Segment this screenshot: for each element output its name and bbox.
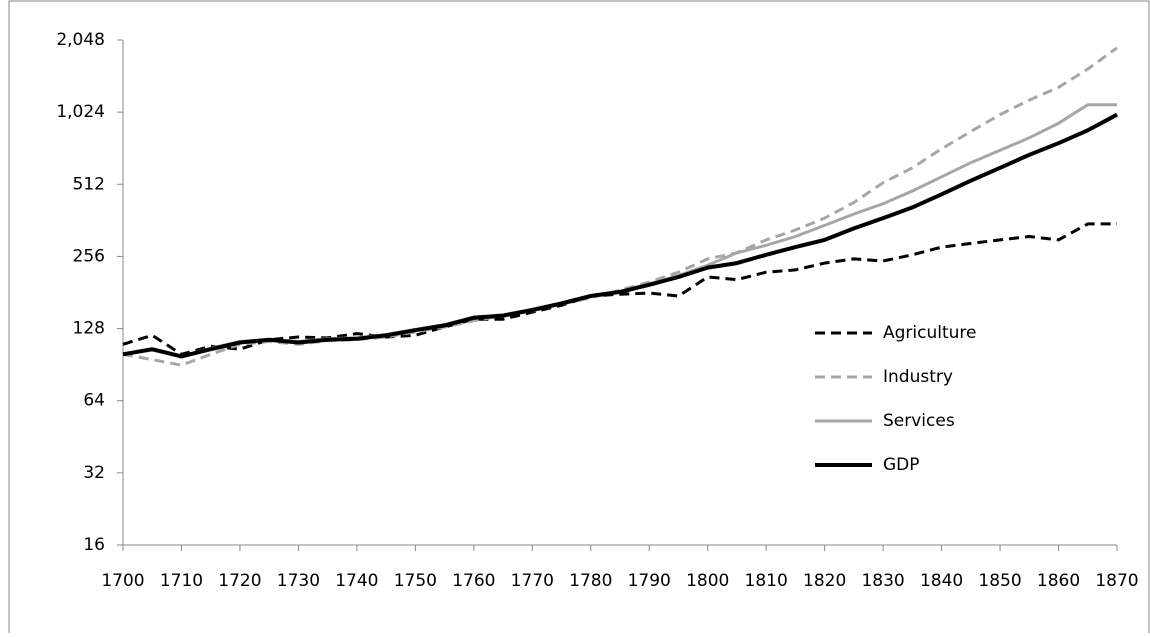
x-tick-label: 1800 <box>686 571 729 591</box>
x-tick-label: 1860 <box>1037 571 1080 591</box>
legend-label: Agriculture <box>883 323 977 343</box>
frame <box>8 0 1150 637</box>
x-tick-label: 1740 <box>335 571 378 591</box>
x-tick-label: 1750 <box>394 571 437 591</box>
y-tick-label: 32 <box>83 463 105 483</box>
legend-label: GDP <box>883 455 920 475</box>
y-tick-label: 16 <box>83 535 105 555</box>
x-tick-label: 1720 <box>218 571 261 591</box>
x-tick-label: 1730 <box>277 571 320 591</box>
y-tick-label: 1,024 <box>56 102 105 122</box>
x-tick-label: 1820 <box>803 571 846 591</box>
x-tick-label: 1840 <box>920 571 963 591</box>
x-tick-label: 1870 <box>1095 571 1138 591</box>
x-tick-label: 1830 <box>861 571 904 591</box>
x-tick-label: 1710 <box>160 571 203 591</box>
series-line <box>122 46 1118 367</box>
legend-label: Industry <box>883 367 953 387</box>
y-tick-label: 512 <box>73 174 105 194</box>
y-tick-label: 2,048 <box>56 30 105 50</box>
y-tick-label: 64 <box>83 391 105 411</box>
series-line <box>122 103 1117 358</box>
x-tick-label: 1810 <box>745 571 788 591</box>
x-tick-label: 1770 <box>511 571 554 591</box>
series-line <box>122 112 1118 359</box>
x-tick-label: 1850 <box>978 571 1021 591</box>
y-tick-label: 128 <box>73 319 105 339</box>
x-tick-label: 1760 <box>452 571 495 591</box>
y-tick-label: 256 <box>73 246 105 266</box>
legend-label: Services <box>883 411 955 431</box>
series-line <box>122 222 1117 356</box>
x-tick-label: 1780 <box>569 571 612 591</box>
x-tick-label: 1790 <box>628 571 671 591</box>
x-tick-label: 1700 <box>101 571 144 591</box>
